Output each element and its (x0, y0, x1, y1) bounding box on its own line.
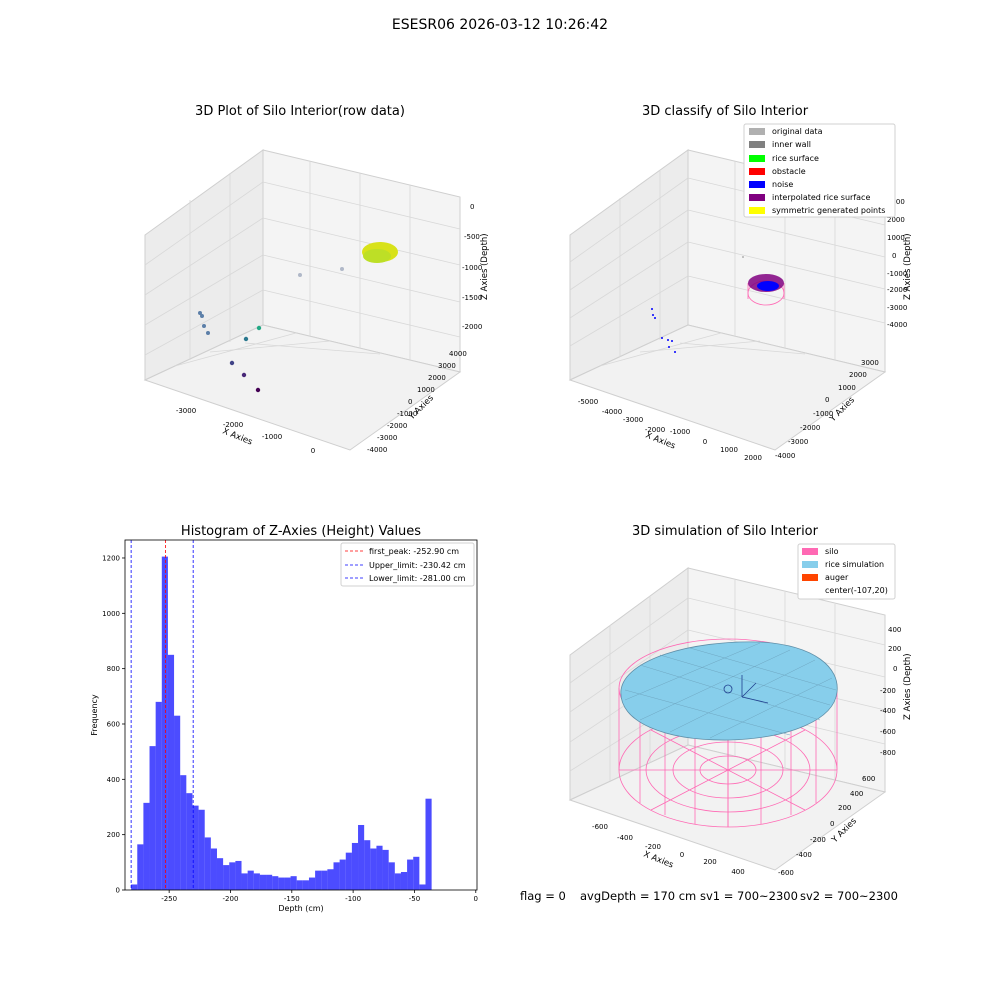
status-flag: flag = 0 (520, 889, 566, 903)
histogram-bar (333, 862, 340, 890)
histogram-bar (339, 859, 346, 890)
y-tick-label: 1200 (102, 554, 120, 562)
histogram-bar (364, 840, 371, 890)
histogram-bar (149, 746, 156, 890)
y-tick-label: 400 (107, 776, 120, 784)
histogram-bar (204, 837, 211, 890)
histogram-bar (186, 793, 193, 890)
legend-label-lower-limit: Lower_limit: -281.00 cm (369, 574, 466, 583)
histogram-bar (223, 865, 230, 890)
y-tick-label: 800 (107, 665, 120, 673)
histogram-bar (327, 869, 334, 890)
histogram-bar (198, 809, 205, 890)
x-tick-label: -200 (223, 895, 239, 903)
histogram-bar (131, 884, 138, 890)
x-tick-label: -50 (409, 895, 420, 903)
histogram-bar (425, 798, 432, 890)
histogram-bar (382, 849, 389, 890)
histogram-bar (284, 877, 291, 890)
histogram-legend: first_peak: -252.90 cm Upper_limit: -230… (340, 542, 475, 587)
histogram-ylabel: Frequency (90, 694, 99, 736)
histogram-bar (272, 876, 279, 890)
y-tick-label: 1000 (102, 610, 120, 618)
y-tick-label: 200 (107, 831, 120, 839)
histogram-bar (253, 873, 260, 890)
y-tick-label: 600 (107, 720, 120, 728)
histogram-bar (155, 701, 162, 890)
figure-title: ESESR06 2026-03-12 10:26:42 (391, 17, 609, 33)
histogram-bar (345, 852, 352, 890)
panel4-title: 3D simulation of Silo Interior (632, 524, 818, 539)
histogram-y-ticks: 0 200 400 600 800 1000 1200 (102, 554, 125, 895)
histogram-bar (229, 862, 236, 890)
histogram-bar (216, 858, 224, 890)
histogram-xlabel: Depth (cm) (278, 904, 323, 913)
histogram-bar (137, 844, 144, 890)
histogram-bar (174, 715, 181, 890)
status-sv2: sv2 = 700~2300 (800, 889, 898, 903)
legend-label-upper-limit: Upper_limit: -230.42 cm (369, 561, 466, 570)
status-sv1: sv1 = 700~2300 (700, 889, 798, 903)
legend-label-first-peak: first_peak: -252.90 cm (369, 547, 459, 556)
histogram-bar (161, 556, 168, 890)
status-avg-depth: avgDepth = 170 cm (580, 889, 697, 903)
panel1-title: 3D Plot of Silo Interior(row data) (195, 104, 405, 119)
histogram-bar (321, 870, 328, 890)
histogram-bar (351, 842, 359, 890)
histogram-bar (419, 884, 426, 890)
x-tick-label: -150 (284, 895, 300, 903)
histogram-bar (143, 802, 150, 890)
histogram-bar (413, 856, 420, 890)
histogram-bar (290, 876, 297, 890)
histogram-frame (124, 539, 478, 891)
histogram-bar (266, 874, 273, 890)
x-tick-label: -250 (161, 895, 177, 903)
histogram-bar (241, 873, 248, 890)
panel2-title: 3D classify of Silo Interior (641, 104, 809, 119)
histogram-bar (235, 860, 242, 890)
histogram-bar (315, 870, 322, 890)
histogram-bar (394, 873, 401, 890)
histogram-bar (302, 880, 309, 890)
histogram-bar (247, 870, 254, 890)
histogram-bar (358, 824, 365, 890)
x-tick-label: 0 (474, 895, 478, 903)
histogram-bar (167, 654, 175, 890)
histogram-bar (192, 805, 199, 890)
histogram-bar (296, 880, 303, 890)
x-tick-label: -100 (345, 895, 361, 903)
histogram-title: Histogram of Z-Axies (Height) Values (180, 524, 422, 539)
histogram-x-ticks: -250 -200 -150 -100 -50 0 (161, 890, 478, 903)
histogram-bar (210, 848, 217, 890)
histogram-bar (376, 845, 383, 890)
histogram-bar (407, 859, 414, 890)
histogram-bar (370, 848, 377, 890)
histogram-bar (400, 872, 408, 890)
histogram-bar (180, 775, 187, 890)
histogram-bar (259, 874, 267, 890)
histogram-vlines (130, 540, 194, 890)
histogram-bar (388, 862, 395, 890)
histogram-bars (131, 556, 432, 890)
histogram-bar (308, 877, 316, 890)
histogram-bar (278, 877, 285, 890)
y-tick-label: 0 (116, 887, 120, 895)
